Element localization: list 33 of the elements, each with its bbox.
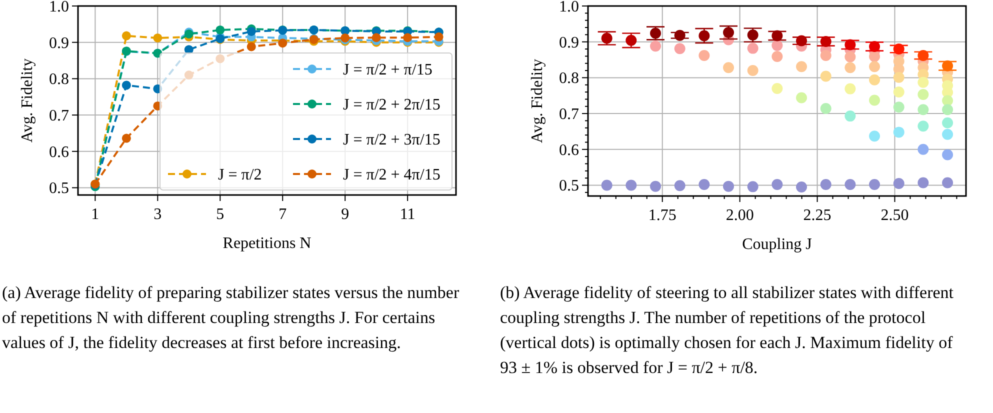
legend-label: J = π/2: [218, 166, 262, 184]
x-tick-label: 2.50: [880, 207, 909, 224]
x-axis-title: Repetitions N: [222, 235, 312, 252]
y-tick-label: 0.7: [49, 108, 69, 125]
x-axis-title: Coupling J: [742, 236, 812, 253]
text: (a) Average fidelity of preparing stabilizer states versus the number of repetitions N with different coupling strengths J. For certains values of J, the fidelity decreases at first before increasing.: [2, 283, 460, 352]
y-tick-label: 0.7: [559, 106, 579, 124]
text: (b) Average fidelity of steering to all stabilizer states with different coupling strengths J. The number of repetitions of the protocol (vertical dots) is optimally chosen for each J. Maximum fidelity of 93 ± 1% is observed for J = π/2 + π/8.: [500, 283, 954, 377]
y-tick-label: 1.0: [559, 0, 579, 16]
legend-label: J = π/2 + 4π/15: [343, 166, 440, 184]
x-tick-label: 7: [278, 206, 287, 223]
y-tick-label: 0.9: [49, 34, 69, 52]
x-tick-label: 9: [341, 206, 350, 223]
x-tick-label: 2.00: [726, 207, 754, 224]
x-tick-label: 2.25: [803, 207, 832, 224]
x-tick-label: 11: [400, 206, 416, 223]
legend-label: J = π/2 + 2π/15: [343, 96, 440, 114]
y-tick-label: 0.8: [49, 71, 69, 88]
legend-label: J = π/2 + 3π/15: [343, 132, 440, 148]
y-tick-label: 0.5: [49, 180, 69, 198]
y-tick-label: 0.8: [559, 70, 579, 88]
y-tick-label: 0.9: [559, 34, 579, 52]
y-tick-label: 1.0: [49, 0, 69, 16]
y-tick-label: 0.5: [559, 178, 579, 195]
y-tick-label: 0.6: [559, 142, 579, 159]
x-tick-label: 1.75: [648, 207, 676, 224]
x-tick-label: 5: [216, 206, 224, 223]
y-tick-label: 0.6: [49, 144, 69, 161]
y-axis-title: Avg. Fidelity: [529, 58, 546, 144]
y-axis-title: Avg. Fidelity: [19, 58, 36, 143]
x-tick-label: 3: [154, 206, 162, 223]
legend-label: J = π/2 + π/15: [343, 62, 432, 78]
x-tick-label: 1: [91, 206, 100, 223]
